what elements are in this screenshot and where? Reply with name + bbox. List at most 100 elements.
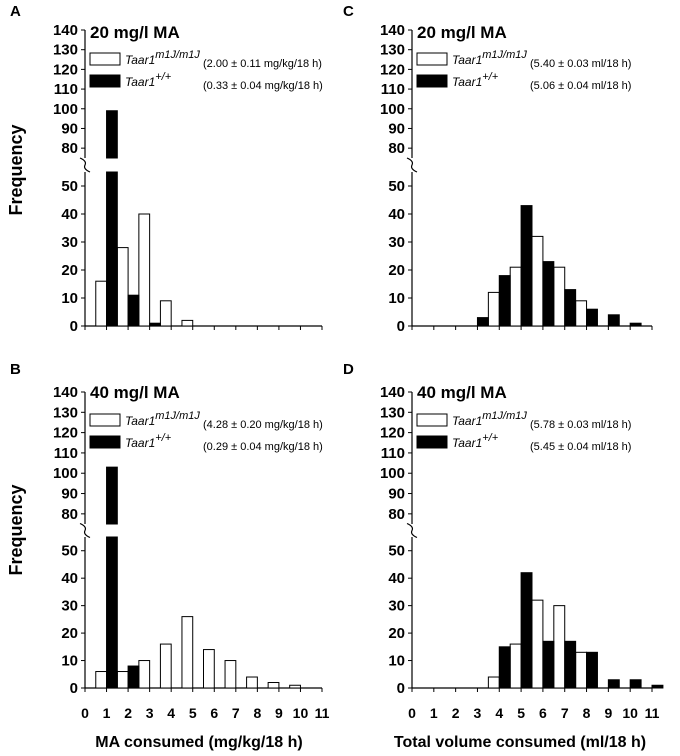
y-tick-label: 140 — [380, 22, 405, 39]
bar-taar1-ko — [181, 616, 194, 689]
bar-taar1-wt — [498, 275, 511, 327]
bar-taar1-ko — [159, 643, 172, 689]
bar-taar1-ko — [95, 280, 108, 327]
bar-taar1-ko — [487, 676, 500, 689]
y-tick-label: 0 — [70, 680, 78, 697]
x-tick-label: 5 — [517, 705, 525, 721]
legend-swatch-ko — [89, 52, 121, 66]
bar-taar1-ko — [159, 300, 172, 327]
y-tick-label: 0 — [397, 680, 405, 697]
x-axis-label-left: MA consumed (mg/kg/18 h) — [95, 734, 302, 751]
y-tick-label: 80 — [388, 140, 405, 157]
y-tick-label: 80 — [61, 140, 78, 157]
bar-taar1-ko — [509, 643, 522, 689]
x-tick-label: 1 — [103, 705, 111, 721]
bar-taar1-wt — [520, 572, 533, 689]
legend-stat-wt: (5.45 ± 0.04 ml/18 h) — [530, 441, 631, 453]
bar-taar1-ko — [531, 599, 544, 689]
y-tick-label: 50 — [61, 178, 78, 195]
x-tick-label: 2 — [452, 705, 460, 721]
y-tick-label: 30 — [61, 598, 78, 615]
legend-swatch-ko — [416, 52, 448, 66]
bar-taar1-ko — [116, 671, 129, 689]
x-tick-label: 0 — [408, 705, 416, 721]
bar-taar1-ko — [181, 319, 194, 327]
y-tick-label: 30 — [61, 234, 78, 251]
x-tick-label: 9 — [275, 705, 283, 721]
y-tick-label: 10 — [388, 653, 405, 670]
legend-swatch-wt — [416, 74, 448, 88]
y-tick-label: 30 — [388, 234, 405, 251]
legend-label-ko: Taar1m1J/m1J — [452, 410, 527, 428]
x-tick-label: 2 — [124, 705, 132, 721]
y-tick-label: 20 — [61, 262, 78, 279]
x-tick-label: 11 — [645, 705, 660, 721]
legend-label-wt: Taar1+/+ — [125, 71, 172, 89]
y-tick-label: 120 — [380, 425, 405, 442]
x-tick-label: 1 — [430, 705, 438, 721]
panel-letter-d: D — [343, 361, 354, 378]
y-tick-label: 110 — [381, 81, 405, 98]
y-tick-label: 120 — [53, 61, 78, 78]
y-tick-label: 10 — [61, 653, 78, 670]
axis-break-mark — [79, 157, 91, 173]
bar-taar1-wt — [629, 679, 642, 689]
bar-taar1-ko — [575, 651, 588, 689]
y-tick-label: 40 — [61, 206, 78, 223]
bar-taar1-ko — [95, 671, 108, 689]
chart-panel-c: 0 10 20 30 40 50 80 90 100 110 120 130 140 20 mg/l MA… — [380, 22, 653, 335]
legend-label-wt: Taar1+/+ — [452, 71, 499, 89]
bar-taar1-wt-lower — [106, 536, 118, 689]
bar-taar1-ko — [575, 300, 588, 327]
chart-title: 40 mg/l MA — [90, 383, 180, 402]
y-tick-label: 130 — [380, 404, 405, 421]
legend-stat-ko: (5.40 ± 0.03 ml/18 h) — [530, 58, 631, 70]
y-tick-label: 90 — [61, 486, 78, 503]
bar-taar1-wt — [651, 684, 664, 689]
y-tick-label: 50 — [388, 543, 405, 560]
legend-swatch-wt — [89, 435, 121, 449]
x-tick-label: 6 — [210, 705, 218, 721]
x-tick-label: 7 — [561, 705, 569, 721]
legend-label-ko: Taar1m1J/m1J — [452, 49, 527, 67]
x-tick-label: 9 — [604, 705, 612, 721]
y-axis-label-top: Frequency — [6, 124, 26, 215]
y-tick-label: 100 — [53, 465, 78, 482]
bar-taar1-wt-upper — [106, 466, 118, 525]
legend-swatch-wt — [416, 435, 448, 449]
y-tick-label: 40 — [388, 570, 405, 587]
legend-stat-wt: (0.29 ± 0.04 mg/kg/18 h) — [203, 441, 323, 453]
legend-label-wt: Taar1+/+ — [125, 432, 172, 450]
y-tick-label: 140 — [53, 384, 78, 401]
bar-taar1-ko — [487, 291, 500, 327]
x-tick-label: 10 — [622, 705, 638, 721]
bar-taar1-ko — [289, 684, 301, 689]
legend-label-ko: Taar1m1J/m1J — [125, 410, 200, 428]
y-tick-label: 90 — [388, 120, 405, 137]
bar-taar1-ko — [267, 682, 280, 689]
y-tick-label: 110 — [54, 81, 78, 98]
chart-title: 20 mg/l MA — [417, 23, 507, 42]
y-tick-label: 20 — [388, 262, 405, 279]
y-tick-label: 140 — [53, 22, 78, 39]
y-axis-label-bottom: Frequency — [6, 484, 26, 575]
y-tick-label: 120 — [53, 425, 78, 442]
bar-taar1-ko — [246, 676, 258, 689]
panel-letter-b: B — [10, 361, 21, 378]
x-tick-label: 8 — [253, 705, 261, 721]
y-tick-label: 0 — [70, 318, 78, 335]
bar-taar1-wt — [127, 294, 140, 327]
legend-label-ko: Taar1m1J/m1J — [125, 49, 200, 67]
y-tick-label: 110 — [381, 445, 405, 462]
y-tick-label: 50 — [61, 543, 78, 560]
legend-swatch-ko — [89, 413, 121, 427]
x-tick-label: 10 — [293, 705, 309, 721]
bar-taar1-ko — [224, 660, 237, 689]
y-tick-label: 130 — [380, 42, 405, 59]
x-tick-label: 11 — [315, 705, 330, 721]
y-tick-label: 20 — [61, 625, 78, 642]
bar-taar1-wt — [607, 679, 620, 689]
y-tick-label: 20 — [388, 625, 405, 642]
